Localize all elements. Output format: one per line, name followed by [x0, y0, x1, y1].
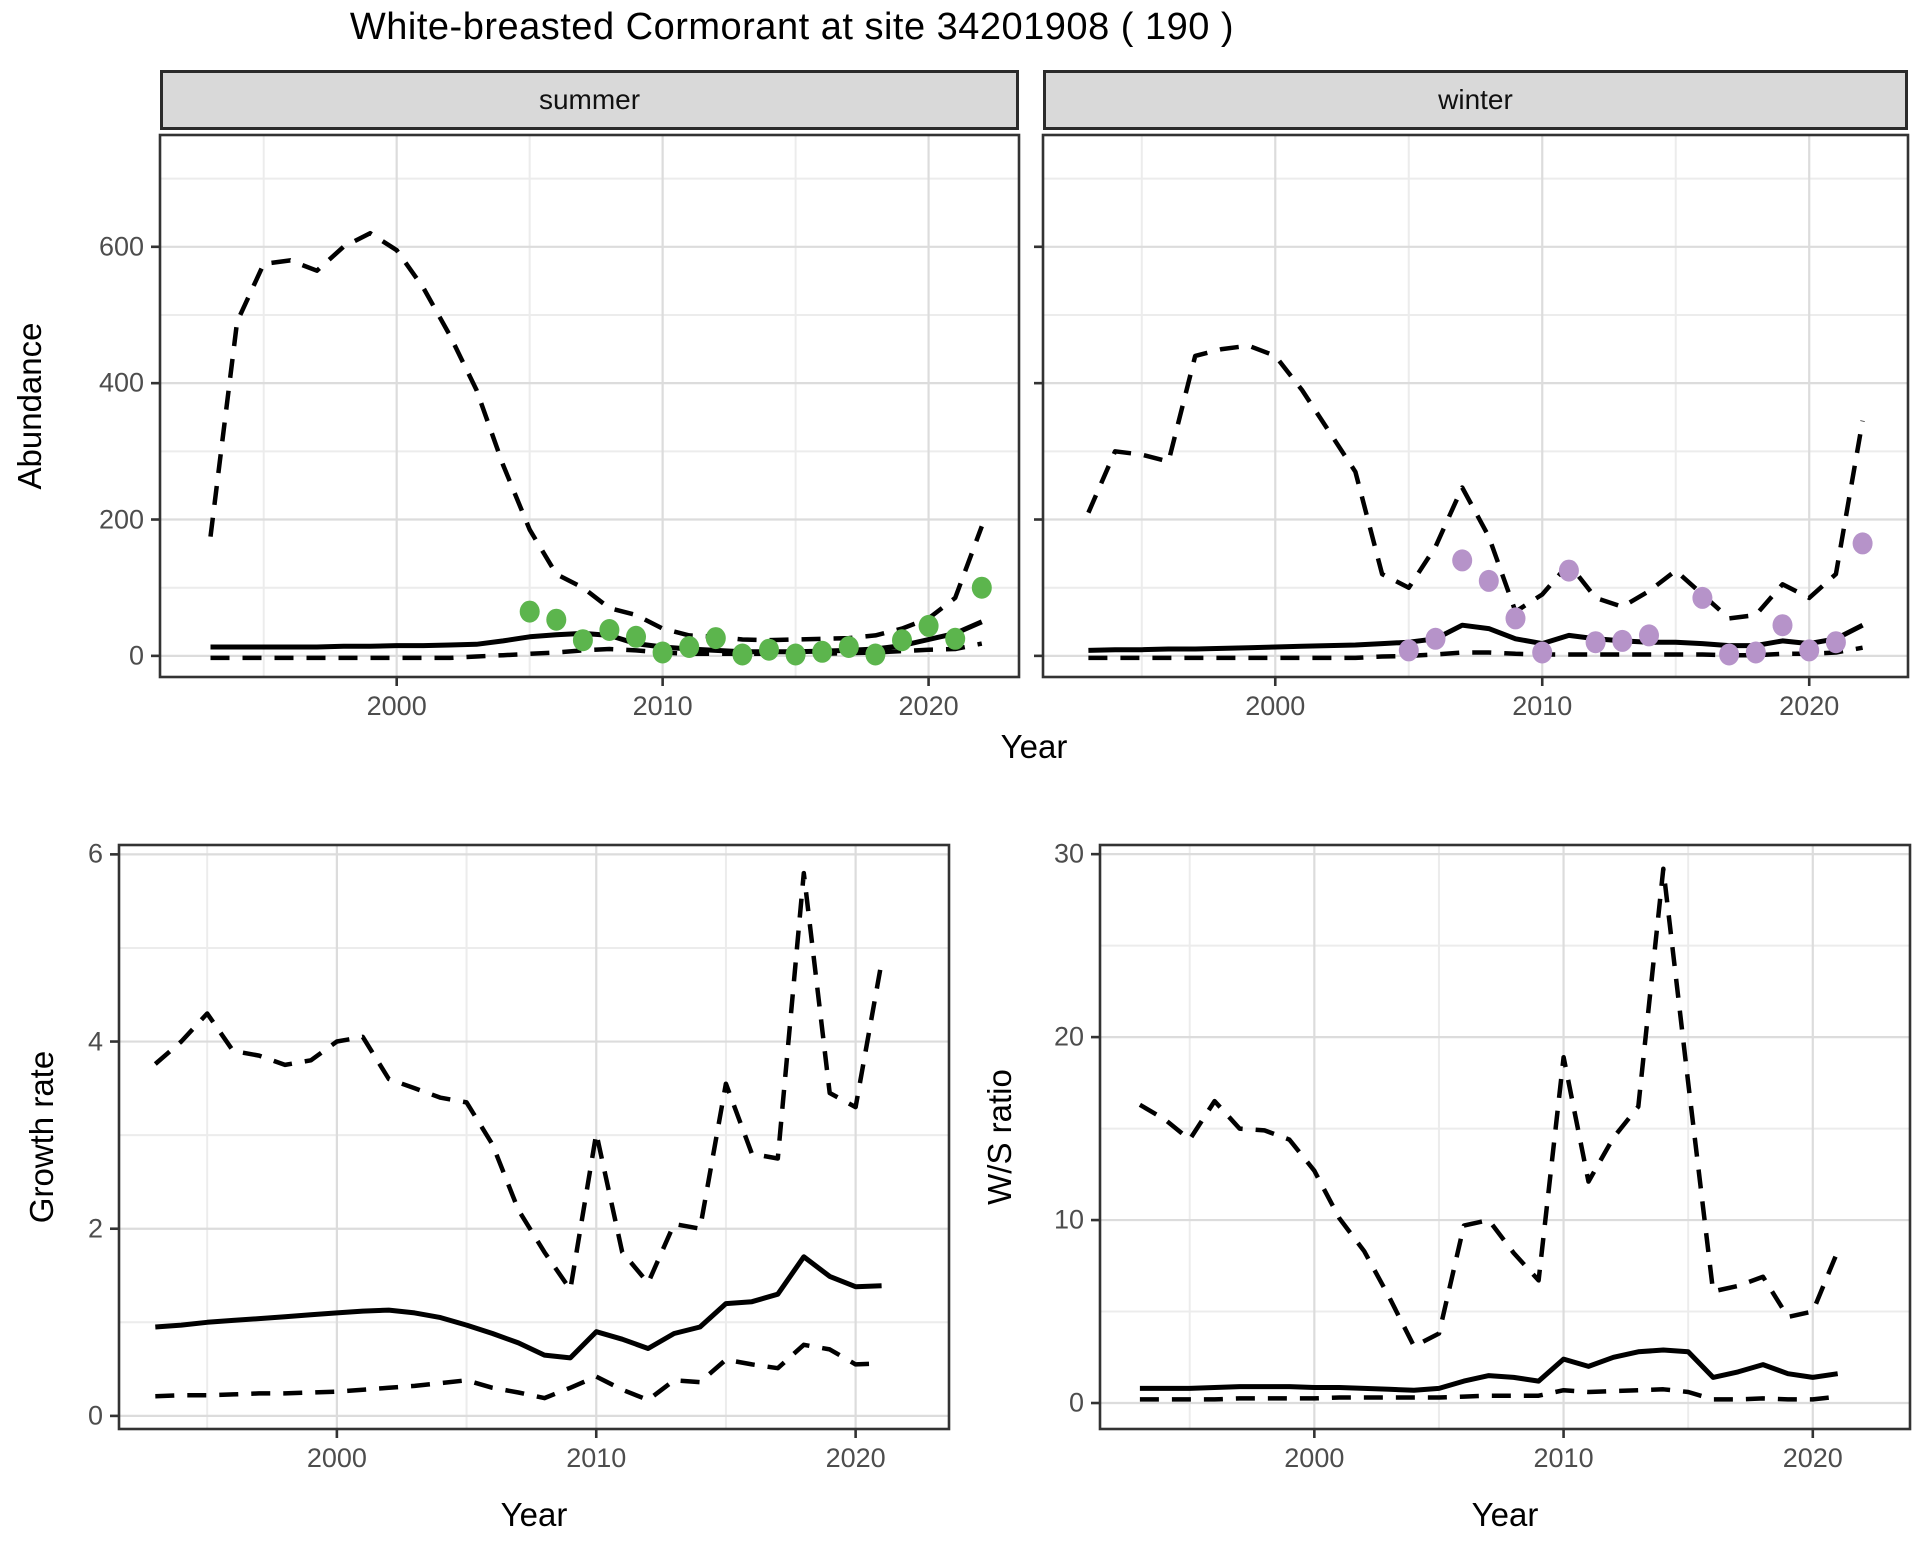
- winter-data-point: [1825, 631, 1846, 654]
- panel-border: [1098, 843, 1912, 1431]
- x-tick-label: 2010: [1512, 691, 1573, 721]
- series-lower_ci: [155, 1342, 882, 1403]
- series-median: [1088, 622, 1864, 653]
- y-tick-label: 600: [98, 231, 144, 262]
- summer-data-point: [838, 636, 859, 658]
- winter-data-point: [1692, 586, 1713, 609]
- summer-data-point: [812, 640, 833, 663]
- x-tick-label: 2020: [1782, 1443, 1843, 1473]
- y-tick-label: 20: [1053, 1021, 1084, 1052]
- panel-border: [158, 133, 1021, 679]
- summer-data-point: [918, 614, 939, 637]
- panel-ws: [1091, 843, 1912, 1438]
- winter-data-point: [1532, 641, 1553, 664]
- x-tick-label: 2000: [1284, 1443, 1345, 1473]
- facet-strip-summer: summer: [160, 70, 1019, 130]
- x-tick-label: 2010: [566, 1443, 627, 1473]
- series-upper_ci: [1086, 343, 1865, 621]
- x-axis-title-year-top: Year: [1000, 728, 1068, 765]
- winter-data-point: [1719, 643, 1740, 666]
- panel-winter: [1034, 133, 1910, 686]
- winter-data-point: [1852, 532, 1873, 555]
- x-tick-label: 2020: [898, 691, 959, 721]
- y-axis-title-growth-rate: Growth rate: [23, 1050, 60, 1224]
- summer-data-point: [599, 619, 620, 641]
- y-tick-label: 0: [87, 1400, 103, 1431]
- series-upper_ci: [208, 230, 984, 643]
- y-axis-title-abundance: Abundance: [11, 322, 48, 490]
- summer-data-point: [971, 576, 992, 599]
- series-lower_ci: [1139, 1387, 1838, 1402]
- winter-data-point: [1452, 549, 1473, 572]
- series-upper_ci: [1138, 866, 1840, 1349]
- winter-data-point: [1639, 624, 1659, 647]
- panel-summer: [151, 133, 1021, 686]
- summer-data-point: [732, 643, 753, 666]
- y-tick-label: 10: [1053, 1204, 1084, 1235]
- summer-data-point: [519, 600, 540, 623]
- winter-data-point: [1612, 629, 1633, 652]
- summer-data-point: [865, 643, 886, 666]
- summer-data-point: [785, 643, 806, 666]
- summer-data-point: [546, 608, 567, 631]
- x-tick-label: 2020: [1779, 691, 1840, 721]
- y-tick-label: 0: [128, 640, 144, 671]
- winter-data-point: [1585, 631, 1606, 654]
- x-tick-label: 2010: [1533, 1443, 1594, 1473]
- panel-growth: [110, 843, 951, 1438]
- summer-data-point: [626, 625, 646, 648]
- y-tick-label: 0: [1068, 1387, 1084, 1418]
- summer-data-point: [759, 638, 779, 661]
- winter-data-point: [1398, 639, 1419, 662]
- x-axis-title-year-ws: Year: [1471, 1496, 1539, 1533]
- panel-border: [1041, 133, 1910, 679]
- x-tick-label: 2000: [306, 1443, 367, 1473]
- facet-strip-summer-label: summer: [538, 84, 641, 115]
- facet-strip-winter: winter: [1043, 70, 1908, 130]
- winter-data-point: [1425, 627, 1446, 650]
- y-axis-title-ws-ratio: W/S ratio: [981, 1069, 1018, 1205]
- y-tick-label: 400: [98, 367, 144, 398]
- winter-data-point: [1745, 641, 1766, 664]
- summer-data-point: [652, 641, 673, 664]
- summer-data-point: [705, 627, 726, 650]
- summer-data-point: [945, 627, 966, 650]
- x-tick-label: 2020: [825, 1443, 886, 1473]
- winter-data-point: [1505, 607, 1526, 630]
- y-tick-label: 200: [98, 504, 144, 534]
- facet-strip-winter-label: winter: [1438, 84, 1513, 115]
- summer-data-point: [572, 629, 593, 652]
- series-median: [1139, 1347, 1839, 1393]
- x-tick-label: 2000: [1245, 691, 1306, 721]
- x-tick-label: 2010: [632, 691, 693, 721]
- panel-border: [117, 843, 951, 1431]
- winter-data-point: [1799, 639, 1820, 662]
- winter-data-point: [1772, 614, 1793, 637]
- y-tick-label: 6: [87, 838, 103, 869]
- summer-data-point: [679, 636, 700, 658]
- y-tick-label: 4: [87, 1026, 103, 1057]
- x-tick-label: 2000: [366, 691, 427, 721]
- series-median: [155, 1254, 882, 1361]
- series-upper_ci: [153, 870, 884, 1292]
- chart-title: White-breasted Cormorant at site 3420190…: [349, 6, 1235, 48]
- winter-data-point: [1478, 569, 1499, 592]
- x-axis-title-year-growth: Year: [500, 1496, 568, 1533]
- y-tick-label: 2: [87, 1213, 103, 1244]
- y-tick-label: 30: [1053, 838, 1084, 869]
- winter-data-point: [1558, 559, 1579, 582]
- summer-data-point: [892, 629, 912, 652]
